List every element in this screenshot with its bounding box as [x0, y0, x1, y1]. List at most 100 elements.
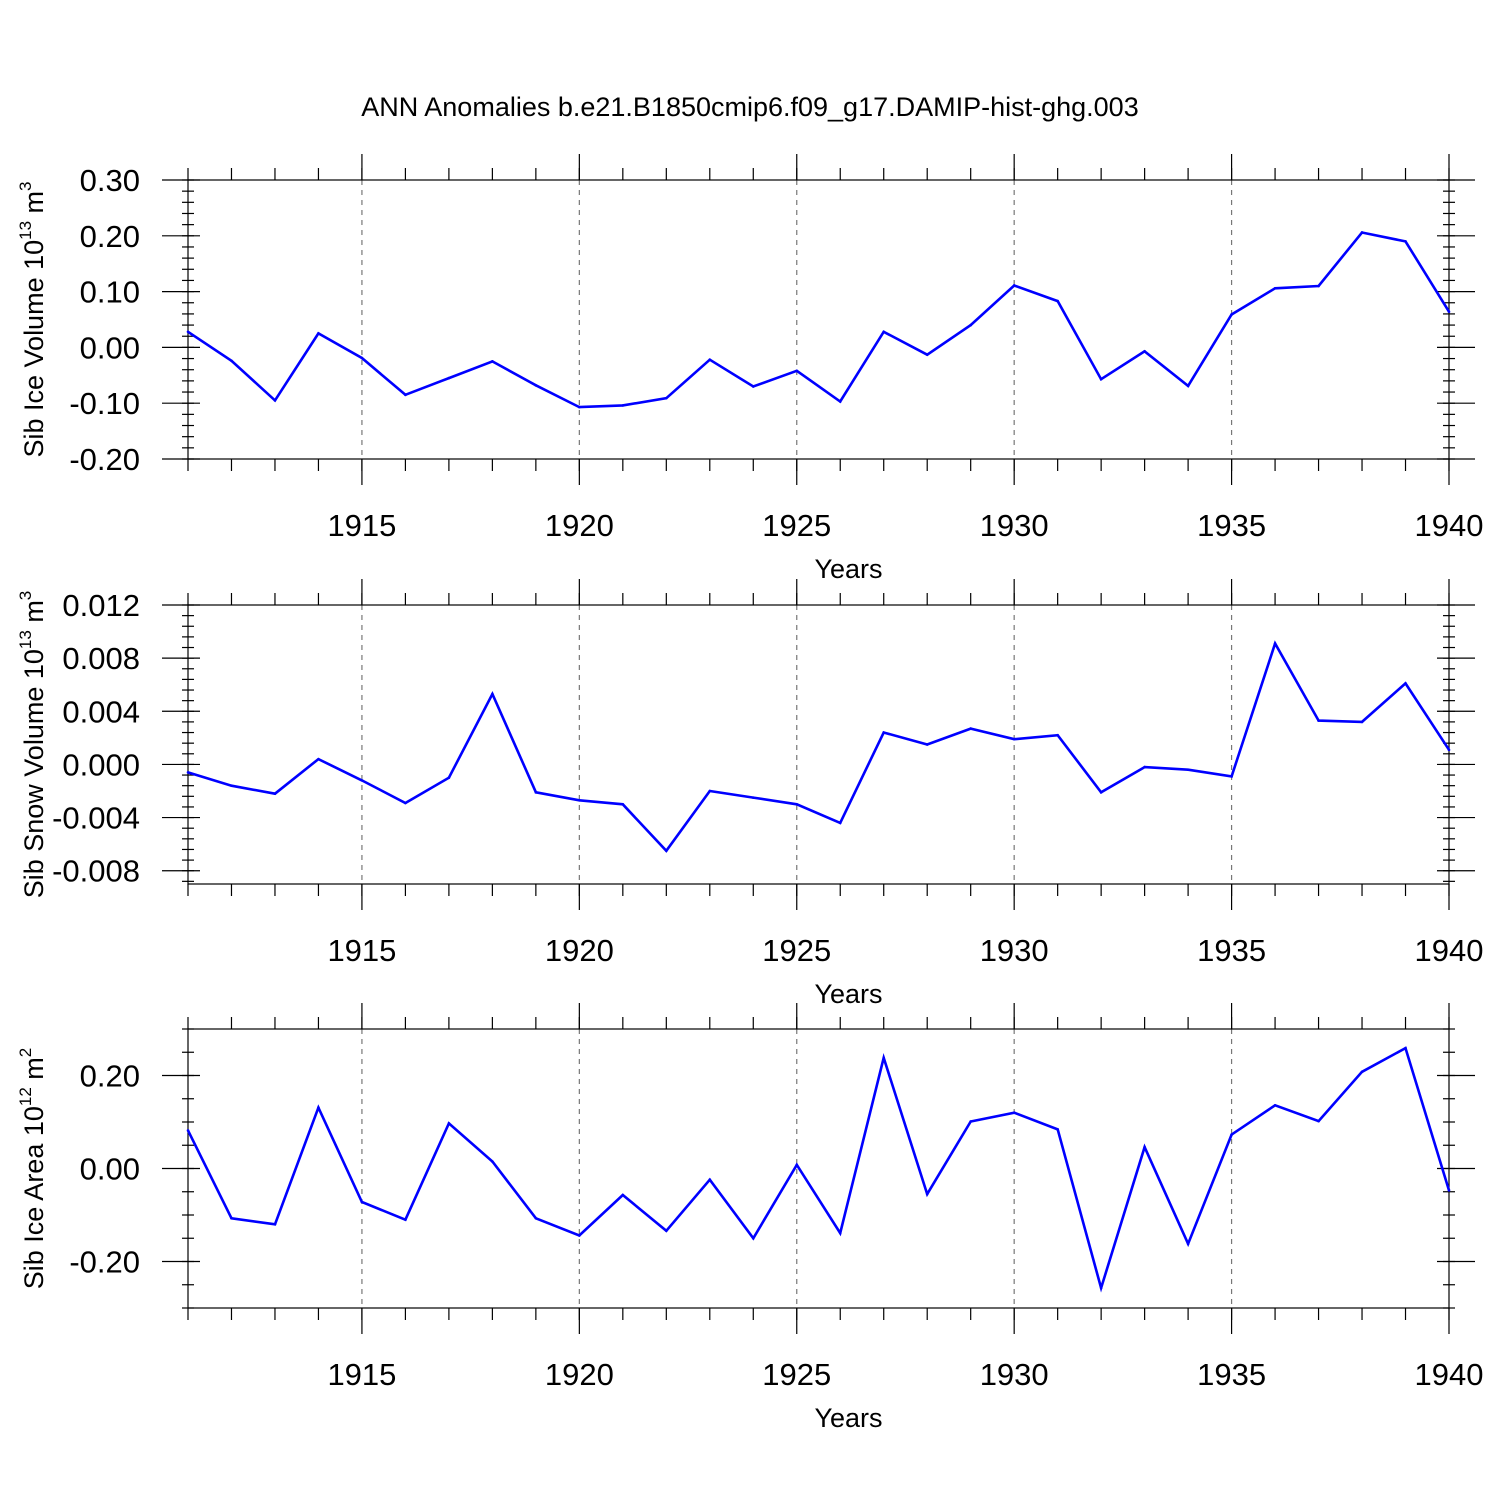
chart-panels: -0.20 -0.10 0.00 0.10 0.20 0.30 1915 1920 1925 19… — [16, 154, 1483, 1433]
data-point — [360, 356, 364, 360]
panel-3: -0.20 0.00 0.20 1915 1920 1925 1930 1935 1940 Yea… — [16, 1003, 1483, 1433]
data-point — [882, 1056, 886, 1060]
x-axis-label: Years — [814, 1403, 882, 1433]
data-point — [534, 791, 538, 794]
data-point — [1056, 733, 1059, 737]
data-point — [534, 384, 538, 387]
x-tick-label: 1940 — [1415, 933, 1484, 968]
data-point — [1099, 1286, 1103, 1290]
data-point — [1404, 682, 1407, 685]
data-point — [882, 330, 886, 334]
data-point — [491, 692, 494, 696]
data-point — [795, 1163, 799, 1167]
x-tick-label: 1925 — [762, 933, 831, 968]
data-point — [447, 1122, 451, 1125]
x-tick-label: 1930 — [980, 1357, 1049, 1392]
data-point — [1317, 1119, 1320, 1123]
y-axis-label-exponent: 13 — [16, 221, 35, 240]
y-tick-label: -0.20 — [69, 1245, 140, 1280]
data-point — [1012, 284, 1016, 287]
data-point — [1012, 737, 1016, 741]
x-tick-label: 1915 — [327, 933, 396, 968]
series-line — [187, 231, 1451, 409]
data-point — [1099, 377, 1103, 381]
data-point — [1230, 1133, 1233, 1136]
plot-frame — [187, 1028, 1450, 1309]
data-point — [665, 1229, 668, 1233]
data-point — [751, 1236, 755, 1240]
data-point — [186, 1129, 190, 1132]
y-axis-label-text: Sib Snow Volume 10 — [19, 649, 49, 898]
data-point — [795, 802, 799, 806]
data-point — [969, 727, 972, 730]
x-tick-label: 1920 — [545, 933, 614, 968]
y-axis-label-unit: m — [19, 1057, 49, 1087]
data-point — [1360, 1070, 1364, 1074]
y-axis-label-text: Sib Ice Area 10 — [19, 1106, 49, 1289]
data-point — [491, 1160, 494, 1163]
data-point — [1404, 240, 1407, 243]
data-point — [230, 1216, 233, 1220]
data-point — [230, 359, 233, 363]
x-tick-label: 1920 — [545, 1357, 614, 1392]
y-tick-label: -0.004 — [52, 801, 140, 836]
y-tick-label: 0.20 — [80, 219, 140, 254]
data-point — [838, 821, 842, 825]
data-point — [925, 743, 929, 746]
data-point — [578, 405, 581, 409]
x-tick-label: 1930 — [980, 933, 1049, 968]
x-tick-label: 1930 — [980, 508, 1049, 543]
plot-frame — [187, 179, 1450, 460]
data-point — [751, 385, 755, 388]
data-point — [838, 400, 842, 403]
data-point — [665, 396, 668, 400]
data-point — [708, 1178, 712, 1181]
data-point — [230, 784, 233, 787]
data-point — [708, 358, 712, 361]
x-tick-label: 1940 — [1415, 1357, 1484, 1392]
data-point — [751, 796, 755, 799]
y-axis-label-text: Sib Ice Volume 10 — [19, 240, 49, 458]
data-point — [969, 1120, 972, 1123]
y-axis-label-exponent: 12 — [16, 1087, 35, 1106]
y-tick-label: -0.008 — [52, 854, 140, 889]
data-point — [186, 771, 190, 774]
data-point — [534, 1216, 538, 1220]
data-point — [665, 849, 668, 853]
data-point — [1143, 765, 1146, 769]
y-tick-label: 0.004 — [62, 694, 140, 729]
y-axis-label-unit-exponent: 2 — [16, 1048, 35, 1057]
data-point — [273, 792, 277, 795]
x-axis-label: Years — [814, 554, 882, 584]
data-point — [708, 789, 712, 793]
panel-1: -0.20 -0.10 0.00 0.10 0.20 0.30 1915 1920 1925 19… — [16, 154, 1483, 584]
x-tick-label: 1920 — [545, 508, 614, 543]
y-axis-label-unit-exponent: 3 — [16, 181, 35, 190]
data-point — [621, 404, 625, 407]
y-axis-label: Sib Ice Volume 1013 m3 — [16, 181, 49, 457]
y-tick-label: 0.012 — [62, 588, 140, 623]
x-tick-label: 1915 — [327, 508, 396, 543]
data-point — [1447, 748, 1451, 752]
data-point — [1447, 310, 1451, 313]
data-point — [360, 1200, 364, 1204]
y-tick-label: 0.00 — [80, 1152, 140, 1187]
data-point — [1186, 384, 1190, 388]
data-point — [882, 731, 886, 734]
data-point — [1099, 791, 1103, 794]
data-point — [491, 360, 494, 363]
data-point — [1317, 284, 1320, 288]
data-point — [360, 779, 364, 782]
data-point — [1273, 1103, 1277, 1107]
plot-frame — [187, 604, 1450, 885]
data-point — [404, 1218, 407, 1221]
y-axis-label-unit-exponent: 3 — [16, 591, 35, 600]
y-tick-label: 0.20 — [80, 1059, 140, 1094]
data-point — [273, 399, 277, 402]
data-point — [273, 1223, 277, 1226]
data-point — [1273, 642, 1277, 645]
data-point — [186, 330, 190, 334]
x-tick-label: 1925 — [762, 508, 831, 543]
data-point — [1186, 768, 1190, 772]
